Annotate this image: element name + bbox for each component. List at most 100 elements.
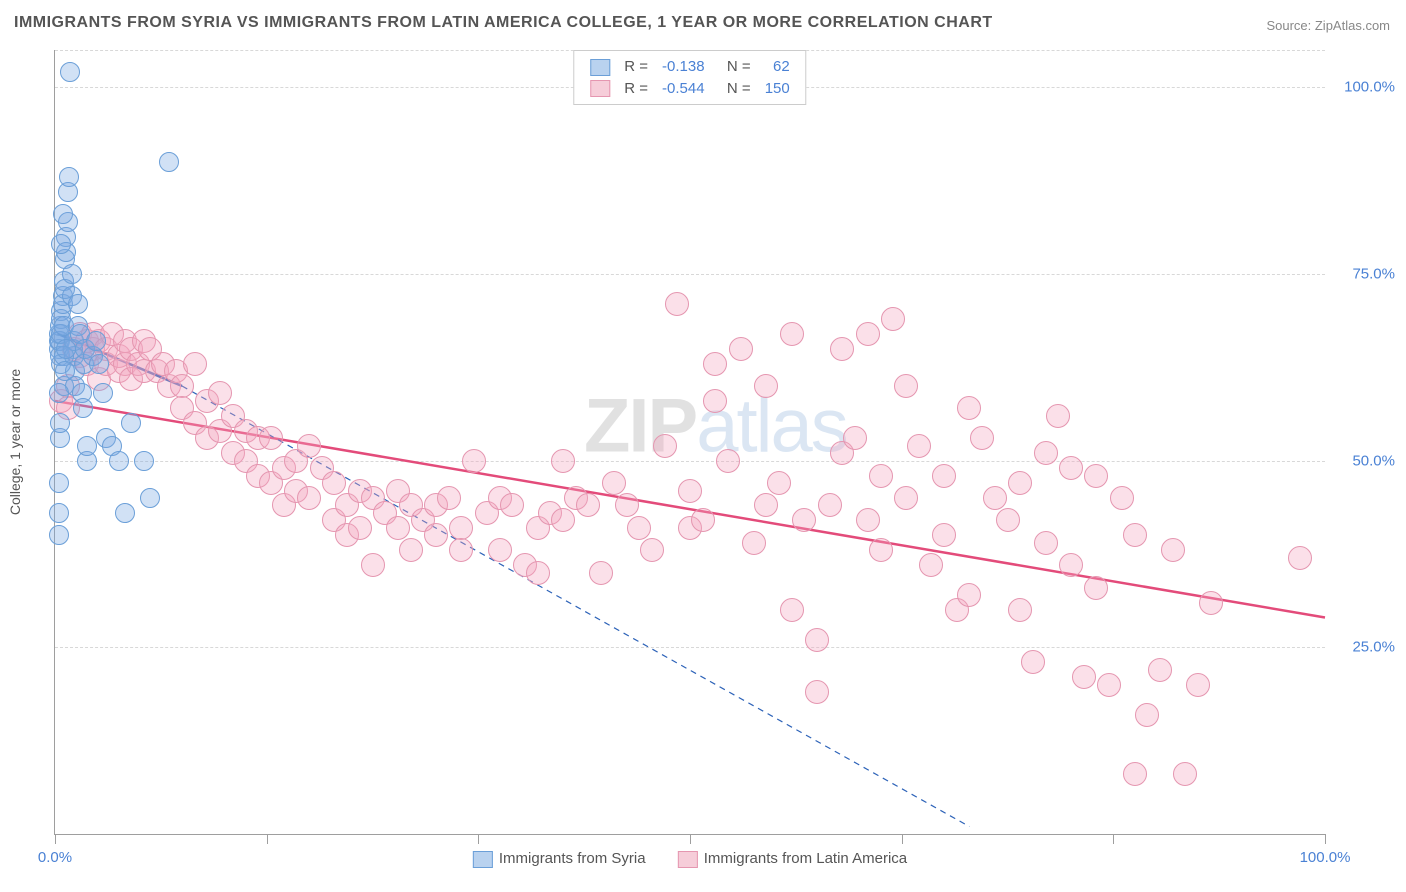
data-point	[183, 352, 207, 376]
data-point	[665, 292, 689, 316]
data-point	[56, 339, 76, 359]
data-point	[729, 337, 753, 361]
data-point	[843, 426, 867, 450]
data-point	[1034, 531, 1058, 555]
data-point	[805, 628, 829, 652]
data-point	[767, 471, 791, 495]
data-point	[361, 553, 385, 577]
data-point	[970, 426, 994, 450]
data-point	[51, 234, 71, 254]
data-point	[792, 508, 816, 532]
data-point	[1161, 538, 1185, 562]
x-tick	[1325, 834, 1326, 844]
data-point	[68, 294, 88, 314]
data-point	[1097, 673, 1121, 697]
data-point	[93, 383, 113, 403]
data-point	[297, 434, 321, 458]
x-tick	[55, 834, 56, 844]
y-tick-label: 75.0%	[1335, 266, 1395, 283]
data-point	[348, 516, 372, 540]
x-tick-right: 100.0%	[1300, 849, 1351, 866]
data-point	[121, 413, 141, 433]
data-point	[1288, 546, 1312, 570]
data-point	[73, 398, 93, 418]
data-point	[754, 374, 778, 398]
plot-area: College, 1 year or more ZIPatlas R = -0.…	[54, 50, 1325, 835]
data-point	[983, 486, 1007, 510]
data-point	[437, 486, 461, 510]
data-point	[259, 426, 283, 450]
data-point	[856, 322, 880, 346]
data-point	[907, 434, 931, 458]
data-point	[818, 493, 842, 517]
x-tick	[690, 834, 691, 844]
r-value-latin: -0.544	[656, 79, 711, 99]
data-point	[1173, 762, 1197, 786]
data-point	[449, 516, 473, 540]
data-point	[1008, 471, 1032, 495]
data-point	[602, 471, 626, 495]
data-point	[957, 396, 981, 420]
data-point	[170, 374, 194, 398]
data-point	[703, 389, 727, 413]
series-name-syria: Immigrants from Syria	[499, 850, 646, 867]
data-point	[159, 152, 179, 172]
data-point	[1199, 591, 1223, 615]
data-point	[1084, 576, 1108, 600]
data-point	[89, 354, 109, 374]
data-point	[1084, 464, 1108, 488]
legend-item-syria: Immigrants from Syria	[473, 850, 650, 867]
data-point	[1186, 673, 1210, 697]
data-point	[208, 381, 232, 405]
data-point	[53, 204, 73, 224]
x-tick-left: 0.0%	[38, 849, 72, 866]
data-point	[691, 508, 715, 532]
x-tick	[902, 834, 903, 844]
data-point	[49, 473, 69, 493]
data-point	[1059, 553, 1083, 577]
data-point	[86, 331, 106, 351]
data-point	[615, 493, 639, 517]
y-axis-label: College, 1 year or more	[7, 369, 23, 515]
data-point	[830, 337, 854, 361]
data-point	[449, 538, 473, 562]
data-point	[1008, 598, 1032, 622]
data-point	[894, 374, 918, 398]
n-value-latin: 150	[759, 79, 796, 99]
swatch-syria-icon	[473, 851, 493, 868]
data-point	[703, 352, 727, 376]
correlation-legend: R = -0.138 N = 62 R = -0.544 N = 150	[573, 50, 806, 105]
data-point	[742, 531, 766, 555]
data-point	[49, 383, 69, 403]
series-legend: Immigrants from Syria Immigrants from La…	[459, 850, 921, 868]
data-point	[1148, 658, 1172, 682]
x-tick	[478, 834, 479, 844]
data-point	[140, 488, 160, 508]
data-point	[1059, 456, 1083, 480]
data-point	[49, 525, 69, 545]
data-point	[1135, 703, 1159, 727]
data-point	[500, 493, 524, 517]
data-point	[526, 561, 550, 585]
swatch-latin-icon	[678, 851, 698, 868]
r-value-syria: -0.138	[656, 57, 711, 77]
y-tick-label: 25.0%	[1335, 639, 1395, 656]
data-point	[869, 464, 893, 488]
data-point	[856, 508, 880, 532]
data-point	[754, 493, 778, 517]
data-point	[109, 451, 129, 471]
data-point	[805, 680, 829, 704]
legend-row-syria: R = -0.138 N = 62	[584, 57, 795, 77]
data-point	[1123, 523, 1147, 547]
data-point	[424, 523, 448, 547]
data-point	[1034, 441, 1058, 465]
data-point	[996, 508, 1020, 532]
y-tick-label: 100.0%	[1335, 79, 1395, 96]
swatch-latin	[590, 80, 610, 97]
x-tick	[1113, 834, 1114, 844]
data-point	[627, 516, 651, 540]
data-point	[77, 436, 97, 456]
chart-title: IMMIGRANTS FROM SYRIA VS IMMIGRANTS FROM…	[14, 14, 993, 32]
data-point	[640, 538, 664, 562]
data-point	[488, 538, 512, 562]
